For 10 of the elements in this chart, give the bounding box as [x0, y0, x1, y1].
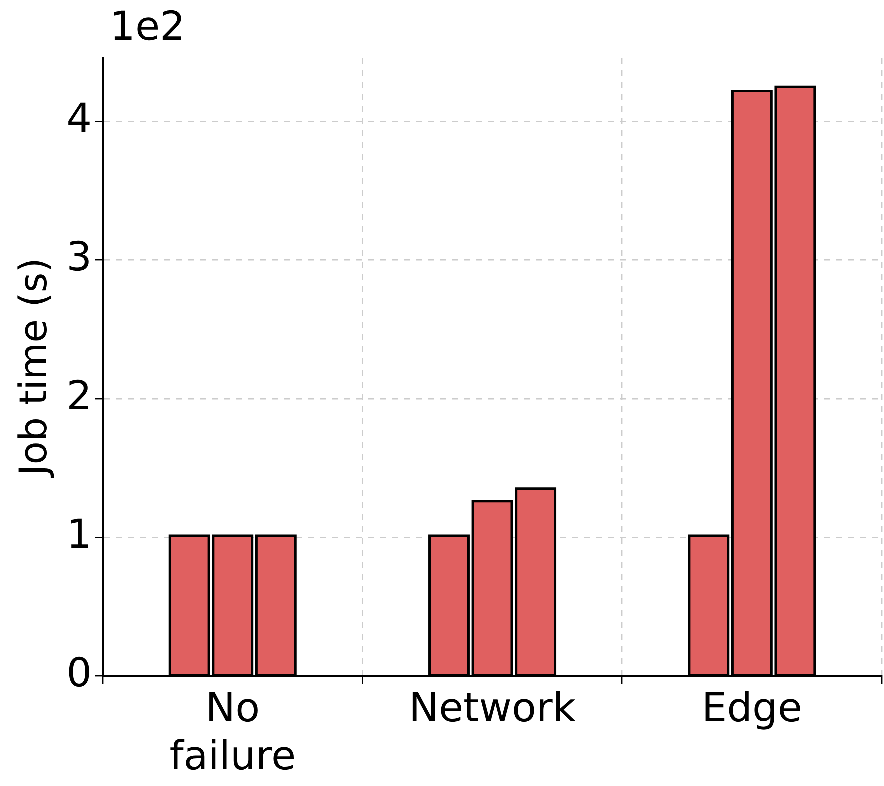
text: 1e2	[110, 4, 186, 50]
y-tick-label: 4	[66, 96, 92, 142]
y-tick-label: 0	[66, 650, 92, 696]
x-tick-label: No failure	[170, 685, 296, 780]
x-tick-label: Edge	[702, 685, 803, 732]
y-tick-label: 2	[66, 373, 92, 420]
y-tick-label: 1	[66, 512, 92, 558]
y-tick-label: 3	[66, 234, 92, 281]
y-axis-title: Job time (s)	[12, 258, 56, 478]
x-tick-label: Network	[409, 685, 577, 732]
